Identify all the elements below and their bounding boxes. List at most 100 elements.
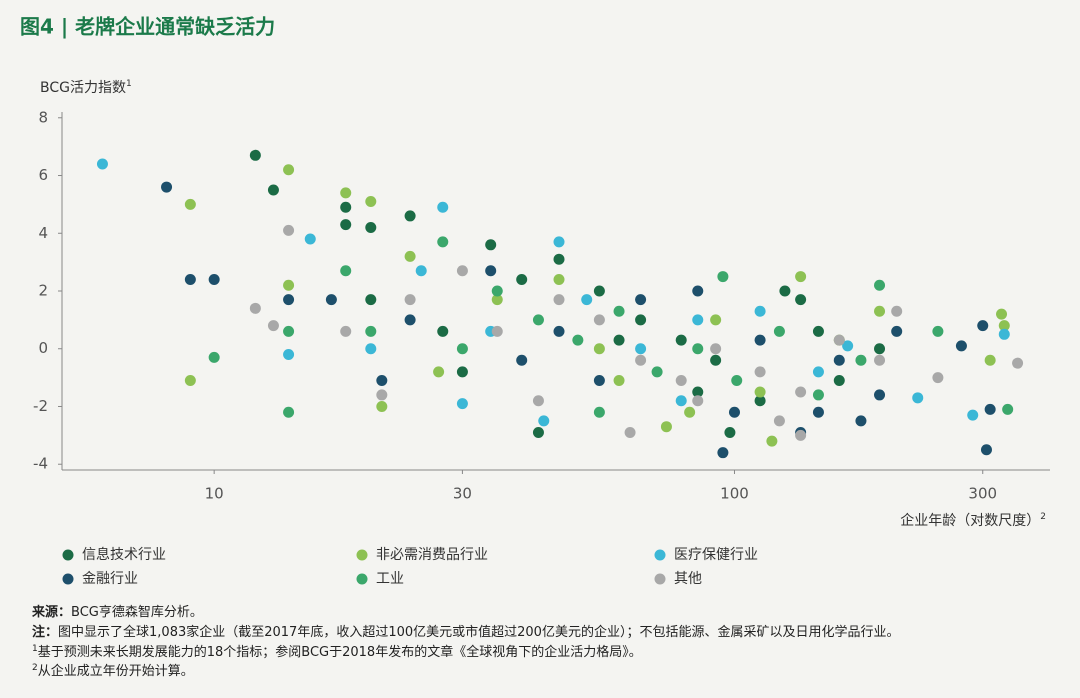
point — [491, 285, 503, 297]
point — [773, 415, 785, 427]
point — [456, 366, 468, 378]
point — [717, 447, 729, 459]
point — [340, 265, 352, 277]
point — [660, 421, 672, 433]
point — [754, 305, 766, 317]
point — [516, 354, 528, 366]
legend-label: 工业 — [376, 571, 404, 587]
point — [325, 294, 337, 306]
point — [842, 340, 854, 352]
x-tick-label: 300 — [968, 485, 997, 503]
y-tick-label: 8 — [38, 108, 48, 126]
source-label: 来源： — [31, 604, 71, 620]
point — [572, 334, 584, 346]
point — [283, 164, 295, 176]
point — [456, 265, 468, 277]
legend-label: 金融行业 — [82, 571, 138, 587]
point — [553, 253, 565, 265]
point — [684, 406, 696, 418]
point — [766, 435, 778, 447]
point — [754, 395, 766, 407]
point — [161, 181, 173, 193]
point — [955, 340, 967, 352]
point — [773, 325, 785, 337]
point — [249, 149, 261, 161]
point — [96, 158, 108, 170]
footnote-sup: 2 — [32, 663, 38, 673]
point — [874, 305, 886, 317]
point — [437, 325, 449, 337]
legend-marker — [356, 573, 368, 585]
point — [692, 395, 704, 407]
point — [365, 294, 377, 306]
point — [977, 320, 989, 332]
point — [365, 221, 377, 233]
point — [812, 389, 824, 401]
point — [340, 201, 352, 213]
legend-label: 医疗保健行业 — [674, 547, 758, 563]
point — [340, 325, 352, 337]
point — [283, 349, 295, 361]
legend-marker — [62, 549, 74, 561]
point — [624, 426, 636, 438]
footnote: 2从企业成立年份开始计算。 — [32, 663, 194, 679]
point — [675, 334, 687, 346]
point — [593, 314, 605, 326]
legend-label: 其他 — [674, 571, 702, 587]
point — [812, 406, 824, 418]
point — [283, 406, 295, 418]
point — [340, 187, 352, 199]
x-tick-label: 10 — [205, 485, 224, 503]
point — [267, 320, 279, 332]
y-tick-label: -4 — [33, 455, 48, 473]
point — [304, 233, 316, 245]
point — [932, 372, 944, 384]
point — [532, 314, 544, 326]
point — [754, 366, 766, 378]
point — [208, 351, 220, 363]
point — [208, 273, 220, 285]
point — [754, 386, 766, 398]
point — [724, 426, 736, 438]
point — [613, 375, 625, 386]
point — [675, 395, 687, 407]
point — [710, 354, 722, 366]
point — [437, 201, 449, 213]
point — [404, 210, 416, 222]
point — [404, 250, 416, 262]
point — [365, 325, 377, 337]
y-axis-label: BCG活力指数1 — [40, 79, 132, 97]
source-text: BCG亨德森智库分析。 — [71, 604, 203, 620]
point — [365, 343, 377, 355]
point — [340, 219, 352, 231]
point — [812, 366, 824, 378]
footnote-text: 基于预测未来长期发展能力的18个指标；参阅BCG于2018年发布的文章《全球视角… — [38, 644, 642, 660]
point — [553, 325, 565, 337]
legend-marker — [654, 549, 666, 561]
point — [874, 389, 886, 401]
point — [456, 398, 468, 410]
point — [376, 389, 388, 401]
point — [538, 415, 550, 427]
notes: 来源：BCG亨德森智库分析。 注：图中显示了全球1,083家企业（截至2017年… — [31, 604, 899, 679]
point — [184, 198, 196, 210]
point — [593, 285, 605, 297]
point — [833, 375, 845, 386]
point — [516, 273, 528, 285]
point — [491, 294, 503, 306]
point — [980, 444, 992, 456]
point — [996, 308, 1008, 320]
point — [433, 366, 445, 378]
y-tick-label: 6 — [38, 166, 48, 184]
point — [710, 343, 722, 355]
point — [984, 403, 996, 415]
point — [532, 426, 544, 438]
y-axis-label-sup: 1 — [126, 79, 132, 89]
y-axis-label-text: BCG活力指数 — [40, 80, 126, 96]
point — [728, 406, 740, 418]
x-axis-label: 企业年龄（对数尺度）2 — [900, 512, 1046, 530]
point — [485, 265, 497, 277]
point — [692, 343, 704, 355]
